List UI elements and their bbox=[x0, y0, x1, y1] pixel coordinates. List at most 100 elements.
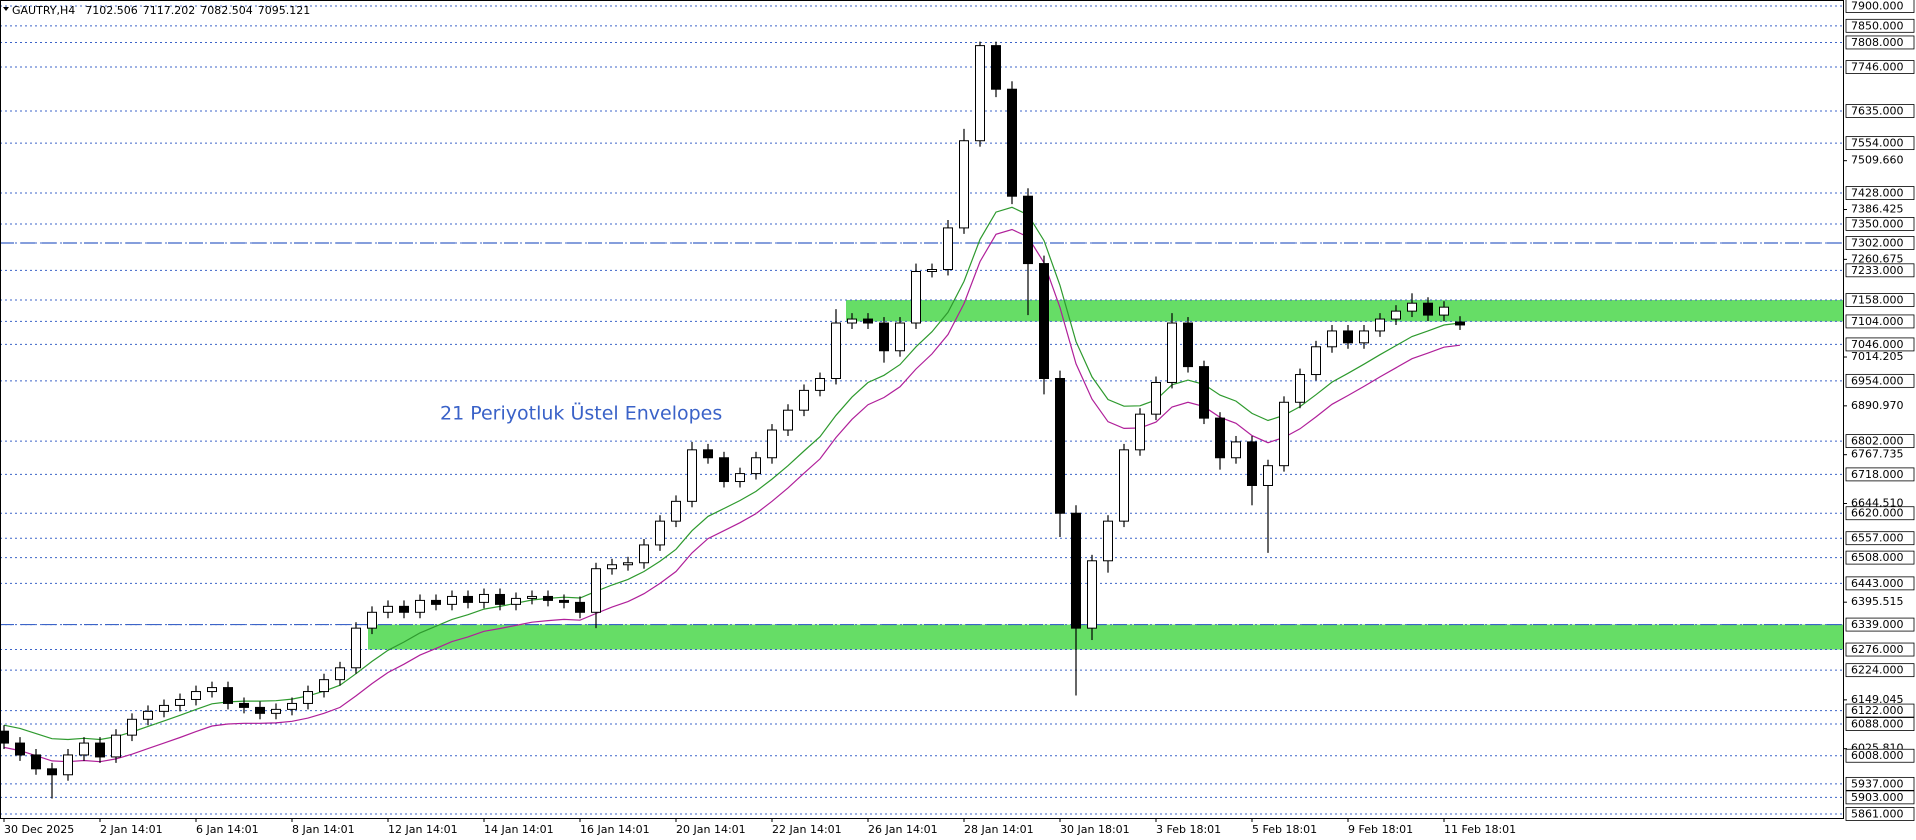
level-label: 7746.000 bbox=[1851, 61, 1904, 74]
candle-body bbox=[95, 742, 105, 758]
candle-body bbox=[479, 593, 489, 603]
candle-body bbox=[143, 710, 153, 720]
level-label-box bbox=[1845, 467, 1915, 482]
candle-body bbox=[303, 691, 313, 704]
candle-body bbox=[783, 409, 793, 431]
symbol: GAUTRY,H4 bbox=[12, 4, 75, 17]
candle-body bbox=[991, 45, 1001, 90]
candle-body bbox=[1087, 560, 1097, 629]
candle-body bbox=[751, 457, 761, 475]
level-label-box bbox=[1845, 314, 1915, 329]
level-label-box bbox=[1845, 0, 1915, 13]
level-label-box bbox=[1845, 506, 1915, 521]
y-tick-label: 7509.660 bbox=[1851, 154, 1904, 167]
zone bbox=[368, 624, 1843, 650]
level-label: 7850.000 bbox=[1851, 19, 1904, 32]
y-tick-label: 7014.205 bbox=[1851, 350, 1904, 363]
close-value: 7095.121 bbox=[258, 4, 311, 17]
candle-body bbox=[879, 322, 889, 352]
y-tick-label: 6644.510 bbox=[1851, 497, 1904, 510]
x-tick-label: 20 Jan 14:01 bbox=[676, 823, 746, 836]
level-label: 5903.000 bbox=[1851, 791, 1904, 804]
x-tick-label: 16 Jan 14:01 bbox=[580, 823, 650, 836]
candle-body bbox=[1071, 512, 1081, 629]
candle-body bbox=[1439, 306, 1449, 316]
level-label: 7350.000 bbox=[1851, 217, 1904, 230]
candle-body bbox=[1007, 88, 1017, 197]
candle-body bbox=[895, 322, 905, 352]
level-label-box bbox=[1845, 373, 1915, 388]
candle-body bbox=[767, 429, 777, 459]
level-label-box bbox=[1845, 748, 1915, 763]
level-label-box bbox=[1845, 263, 1915, 278]
candle-body bbox=[655, 520, 665, 546]
candle-body bbox=[15, 742, 25, 756]
candle-body bbox=[591, 568, 601, 613]
candle-body bbox=[1103, 520, 1113, 562]
level-label: 7302.000 bbox=[1851, 236, 1904, 249]
envelope-line bbox=[3, 206, 1461, 741]
level-label: 6508.000 bbox=[1851, 551, 1904, 564]
level-label: 6008.000 bbox=[1851, 749, 1904, 762]
candle-body bbox=[1311, 346, 1321, 376]
candle-body bbox=[1183, 322, 1193, 368]
y-tick-label: 6767.735 bbox=[1851, 448, 1904, 461]
menu-arrow[interactable] bbox=[3, 7, 9, 11]
level-label-box bbox=[1845, 617, 1915, 632]
level-label: 7900.000 bbox=[1851, 0, 1904, 13]
candle-body bbox=[495, 593, 505, 605]
candle-body bbox=[271, 708, 281, 714]
candle-body bbox=[1327, 330, 1337, 348]
candle-body bbox=[719, 457, 729, 483]
candle-body bbox=[687, 449, 697, 502]
x-tick-label: 3 Feb 18:01 bbox=[1156, 823, 1221, 836]
candle-body bbox=[175, 698, 185, 706]
candle-body bbox=[543, 595, 553, 601]
candle-body bbox=[1375, 318, 1385, 332]
candle-body bbox=[1343, 330, 1353, 344]
level-label-box bbox=[1845, 18, 1915, 33]
x-tick-label: 9 Feb 18:01 bbox=[1348, 823, 1413, 836]
candle-body bbox=[1167, 322, 1177, 383]
level-label: 6339.000 bbox=[1851, 618, 1904, 631]
candle-body bbox=[847, 318, 857, 324]
envelope-line bbox=[3, 228, 1461, 763]
candle-body bbox=[63, 754, 73, 776]
candle-body bbox=[351, 627, 361, 669]
level-label: 6276.000 bbox=[1851, 643, 1904, 656]
level-label-box bbox=[1845, 550, 1915, 565]
candle-body bbox=[1151, 381, 1161, 415]
candle-body bbox=[527, 595, 537, 599]
level-label: 7808.000 bbox=[1851, 36, 1904, 49]
candle-body bbox=[287, 702, 297, 710]
level-label-box bbox=[1845, 236, 1915, 250]
y-tick-label: 7386.425 bbox=[1851, 203, 1904, 216]
level-label: 7233.000 bbox=[1851, 264, 1904, 277]
level-label-box bbox=[1845, 434, 1915, 449]
candle-body bbox=[623, 562, 633, 566]
candle-body bbox=[319, 679, 329, 693]
candle-body bbox=[1423, 302, 1433, 316]
candle-body bbox=[1279, 401, 1289, 467]
candle-body bbox=[31, 754, 41, 770]
candle-body bbox=[559, 599, 569, 603]
candle-body bbox=[0, 730, 9, 744]
level-label-box bbox=[1845, 790, 1915, 805]
level-label-box bbox=[1845, 186, 1915, 200]
high-value: 7117.202 bbox=[143, 4, 196, 17]
level-label: 7158.000 bbox=[1851, 294, 1904, 307]
level-label: 7046.000 bbox=[1851, 338, 1904, 351]
level-label: 6718.000 bbox=[1851, 468, 1904, 481]
candle-body bbox=[191, 691, 201, 700]
candle-body bbox=[47, 768, 57, 776]
x-tick-label: 6 Jan 14:01 bbox=[196, 823, 259, 836]
candle-body bbox=[463, 595, 473, 603]
candle-body bbox=[975, 45, 985, 142]
plot-frame bbox=[0, 0, 1844, 819]
level-label-box bbox=[1845, 104, 1915, 118]
level-label-box bbox=[1845, 576, 1915, 591]
candle-body bbox=[415, 599, 425, 613]
level-label: 6802.000 bbox=[1851, 435, 1904, 448]
candle-body bbox=[239, 702, 249, 708]
